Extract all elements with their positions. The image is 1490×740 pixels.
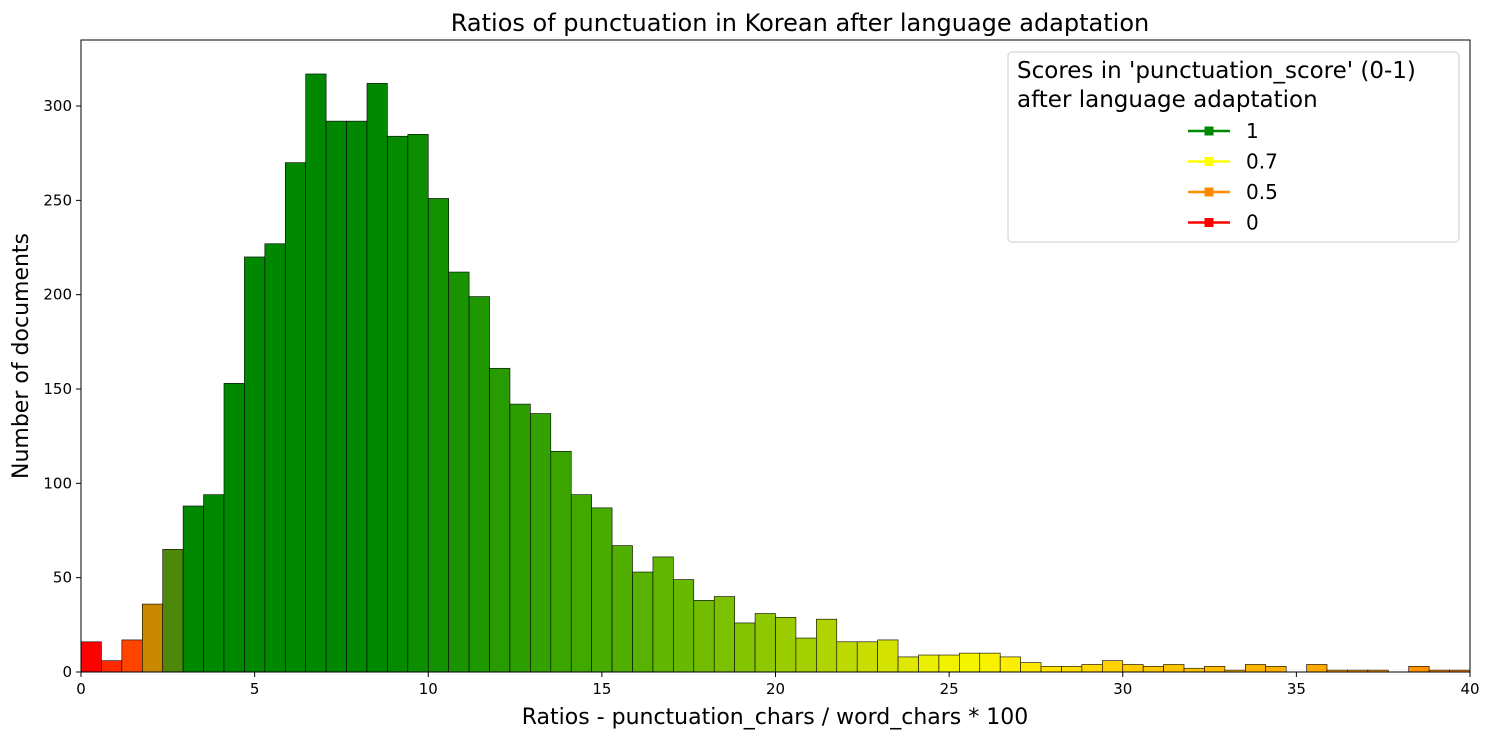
x-tick-label: 5 [250, 680, 260, 698]
histogram-bar [1102, 660, 1124, 673]
y-tick-label: 200 [43, 286, 72, 304]
histogram-bar [611, 545, 633, 673]
histogram-bar [734, 622, 756, 673]
histogram-bar [141, 603, 164, 673]
histogram-bar [1061, 666, 1083, 673]
legend-marker [1204, 187, 1214, 197]
histogram-bar [795, 637, 817, 673]
legend-marker [1204, 218, 1214, 227]
x-tick-label: 25 [940, 680, 959, 698]
histogram-bar [223, 383, 245, 673]
histogram-bar [959, 652, 981, 673]
histogram-bar [448, 271, 470, 673]
histogram-bar [1265, 666, 1287, 673]
histogram-bar [877, 639, 899, 673]
legend-label: 0.7 [1246, 150, 1278, 174]
histogram-bar [816, 618, 838, 673]
histogram-bar [550, 450, 572, 673]
histogram-bar [591, 507, 613, 673]
histogram-bar [979, 652, 1001, 673]
histogram-bar [1122, 664, 1144, 673]
histogram-bar [1142, 666, 1164, 673]
histogram-bar [489, 367, 511, 673]
histogram-bar [652, 556, 674, 673]
y-axis-ticks: 0 50 100 150 200 250 300 [43, 97, 81, 681]
legend-box [1007, 51, 1460, 243]
histogram-bar [325, 120, 347, 673]
y-tick-label: 100 [43, 474, 72, 492]
histogram-bar [407, 134, 429, 673]
x-tick-label: 30 [1113, 680, 1132, 698]
legend-title-line1: Scores in 'punctuation_score' (0-1) [1017, 58, 1416, 84]
histogram-bar [1163, 664, 1185, 673]
y-tick-label: 50 [53, 569, 72, 587]
y-axis-label: Number of documents [9, 233, 34, 479]
histogram-bar [427, 198, 449, 673]
chart-title: Ratios of punctuation in Korean after la… [451, 9, 1149, 37]
histogram-bar [1306, 664, 1328, 673]
histogram-bar [182, 505, 204, 673]
histogram-bar [673, 579, 695, 673]
histogram-bar [264, 243, 286, 673]
histogram-bar [1204, 666, 1226, 673]
histogram-bar [632, 571, 654, 673]
x-tick-label: 15 [592, 680, 611, 698]
legend-title-line2: after language adaptation [1017, 87, 1318, 113]
histogram-bar [1040, 666, 1062, 673]
legend-entries: 1 0.7 0.5 0 [1188, 119, 1278, 235]
legend: Scores in 'punctuation_score' (0-1) afte… [1007, 51, 1460, 243]
histogram-bar [366, 83, 388, 673]
x-axis-ticks: 0 5 10 15 20 25 30 35 40 [76, 672, 1480, 698]
histogram-bar [346, 120, 368, 673]
histogram-bar [1081, 664, 1103, 673]
legend-marker [1204, 126, 1214, 136]
histogram-bar [713, 596, 735, 673]
histogram-bar [775, 616, 797, 673]
histogram-bar [121, 639, 143, 673]
x-tick-label: 0 [76, 680, 86, 698]
x-tick-label: 10 [419, 680, 438, 698]
histogram-bar [1245, 664, 1267, 673]
histogram-bar [570, 494, 592, 673]
legend-marker [1204, 157, 1214, 166]
histogram-bar [162, 549, 184, 673]
x-tick-label: 35 [1287, 680, 1306, 698]
histogram-bar [305, 73, 327, 673]
histogram-bars [80, 73, 1471, 673]
histogram-bar [836, 641, 858, 673]
legend-label: 1 [1246, 119, 1259, 143]
histogram-bar [101, 660, 123, 673]
histogram-bar [693, 600, 715, 673]
histogram-bar [468, 296, 490, 673]
histogram-bar [938, 654, 960, 673]
x-axis-label: Ratios - punctuation_chars / word_chars … [522, 705, 1029, 730]
histogram-bar [284, 162, 306, 673]
y-tick-label: 250 [43, 191, 72, 209]
histogram-bar [1183, 667, 1205, 673]
x-tick-label: 20 [766, 680, 785, 698]
histogram-bar [530, 413, 552, 673]
histogram-bar [80, 641, 102, 673]
legend-label: 0 [1246, 211, 1259, 235]
histogram-bar [1020, 662, 1042, 673]
histogram-bar [918, 654, 940, 673]
histogram-bar [856, 641, 878, 673]
histogram-bar [999, 656, 1021, 673]
y-tick-label: 0 [62, 663, 72, 681]
histogram-bar [203, 494, 225, 673]
y-tick-label: 300 [43, 97, 72, 115]
legend-label: 0.5 [1246, 180, 1278, 204]
histogram-bar [509, 403, 531, 673]
histogram-bar [387, 135, 409, 673]
histogram-bar [897, 656, 919, 673]
histogram-bar [244, 256, 266, 673]
histogram-bar [754, 613, 776, 673]
y-tick-label: 150 [43, 380, 72, 398]
x-tick-label: 40 [1460, 680, 1479, 698]
histogram-bar [1408, 666, 1430, 673]
